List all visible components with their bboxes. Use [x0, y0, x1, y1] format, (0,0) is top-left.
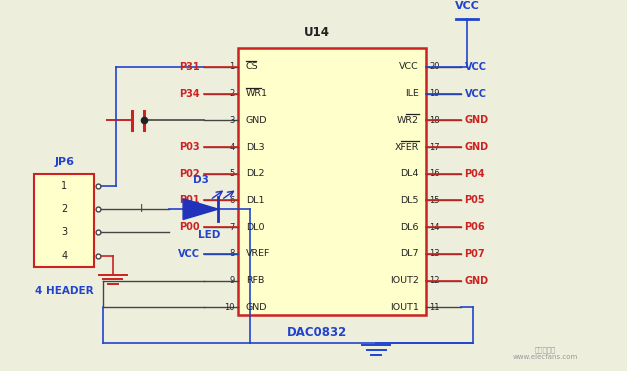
- Text: P05: P05: [465, 196, 485, 206]
- Text: 2: 2: [229, 89, 234, 98]
- Text: 2: 2: [61, 204, 67, 214]
- Polygon shape: [183, 199, 218, 220]
- Text: VCC: VCC: [178, 249, 200, 259]
- Text: GND: GND: [246, 303, 267, 312]
- Text: DL1: DL1: [246, 196, 265, 205]
- Text: DL6: DL6: [400, 223, 419, 232]
- Text: VCC: VCC: [465, 62, 487, 72]
- Text: P00: P00: [179, 222, 200, 232]
- Text: CS: CS: [246, 62, 258, 72]
- Text: P07: P07: [465, 249, 485, 259]
- Text: P04: P04: [465, 169, 485, 179]
- Text: LED: LED: [198, 230, 221, 240]
- Text: 4 HEADER: 4 HEADER: [35, 286, 93, 296]
- Text: P06: P06: [465, 222, 485, 232]
- Text: IOUT1: IOUT1: [390, 303, 419, 312]
- FancyBboxPatch shape: [238, 48, 426, 315]
- Text: 15: 15: [429, 196, 440, 205]
- Text: P02: P02: [179, 169, 200, 179]
- Text: XFER: XFER: [394, 142, 419, 152]
- Text: RFB: RFB: [246, 276, 264, 285]
- Text: VCC: VCC: [455, 1, 480, 11]
- Text: 17: 17: [429, 142, 440, 152]
- Text: 电子发烧友
www.elecfans.com: 电子发烧友 www.elecfans.com: [513, 346, 578, 360]
- Text: DL4: DL4: [400, 169, 419, 178]
- Text: 8: 8: [229, 249, 234, 259]
- Text: P03: P03: [179, 142, 200, 152]
- Text: 3: 3: [61, 227, 67, 237]
- Text: DL2: DL2: [246, 169, 265, 178]
- Text: 1: 1: [229, 62, 234, 72]
- Text: ILE: ILE: [405, 89, 419, 98]
- Text: JP6: JP6: [55, 157, 74, 167]
- Text: WR2: WR2: [397, 116, 419, 125]
- Text: DL3: DL3: [246, 142, 265, 152]
- Text: D3: D3: [192, 175, 209, 185]
- Text: 4: 4: [229, 142, 234, 152]
- Text: I: I: [139, 204, 143, 214]
- Text: 6: 6: [229, 196, 234, 205]
- Text: 7: 7: [229, 223, 234, 232]
- FancyBboxPatch shape: [34, 174, 94, 267]
- Text: 1: 1: [61, 181, 67, 191]
- Text: 14: 14: [429, 223, 440, 232]
- Text: 5: 5: [229, 169, 234, 178]
- Text: DL7: DL7: [400, 249, 419, 259]
- Text: VCC: VCC: [399, 62, 419, 72]
- Text: VREF: VREF: [246, 249, 270, 259]
- Text: 13: 13: [429, 249, 440, 259]
- Text: 12: 12: [429, 276, 440, 285]
- Text: GND: GND: [465, 276, 488, 286]
- Text: GND: GND: [246, 116, 267, 125]
- Text: 18: 18: [429, 116, 440, 125]
- Text: P34: P34: [179, 89, 200, 99]
- Text: 11: 11: [429, 303, 440, 312]
- Text: DL0: DL0: [246, 223, 265, 232]
- Text: 19: 19: [429, 89, 440, 98]
- Text: 10: 10: [224, 303, 234, 312]
- Text: DL5: DL5: [400, 196, 419, 205]
- Text: U14: U14: [304, 26, 330, 39]
- Text: IOUT2: IOUT2: [390, 276, 419, 285]
- Text: 4: 4: [61, 250, 67, 260]
- Text: VCC: VCC: [465, 89, 487, 99]
- Text: DAC0832: DAC0832: [287, 326, 347, 339]
- Text: 20: 20: [429, 62, 440, 72]
- Text: WR1: WR1: [246, 89, 268, 98]
- Text: 16: 16: [429, 169, 440, 178]
- Text: GND: GND: [465, 142, 488, 152]
- Text: 3: 3: [229, 116, 234, 125]
- Text: GND: GND: [465, 115, 488, 125]
- Text: 9: 9: [229, 276, 234, 285]
- Text: P31: P31: [179, 62, 200, 72]
- Text: P01: P01: [179, 196, 200, 206]
